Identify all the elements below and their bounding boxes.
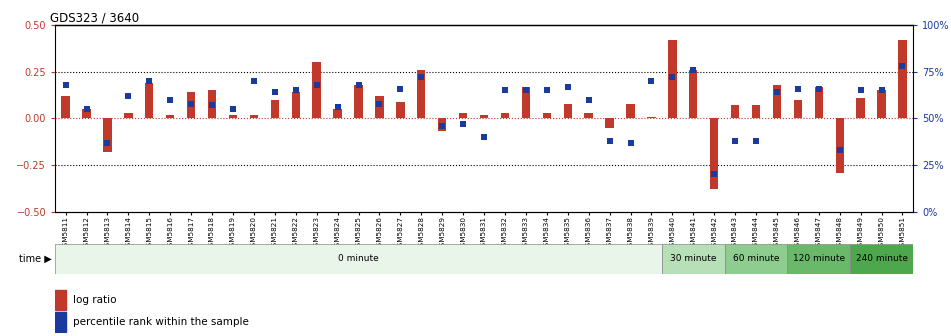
- Bar: [689, 70, 697, 119]
- Bar: [710, 119, 718, 189]
- Point: [393, 86, 408, 91]
- Bar: [794, 100, 802, 119]
- Point: [246, 79, 262, 84]
- Bar: [606, 119, 613, 128]
- Bar: [480, 115, 488, 119]
- Bar: [292, 92, 300, 119]
- Point: [539, 88, 554, 93]
- Point: [748, 138, 764, 143]
- Bar: [752, 106, 760, 119]
- Text: GDS323 / 3640: GDS323 / 3640: [50, 12, 140, 25]
- Point: [853, 88, 868, 93]
- Point: [288, 88, 303, 93]
- Point: [414, 75, 429, 80]
- Bar: [166, 115, 174, 119]
- Bar: [899, 40, 906, 119]
- Point: [832, 148, 847, 153]
- Bar: [146, 83, 153, 119]
- Point: [372, 101, 387, 106]
- Point: [895, 64, 910, 69]
- Text: time ▶: time ▶: [19, 254, 51, 264]
- Bar: [836, 119, 844, 172]
- Bar: [850, 244, 913, 274]
- Point: [309, 82, 324, 88]
- Point: [602, 138, 617, 143]
- Text: log ratio: log ratio: [73, 295, 117, 305]
- Text: 30 minute: 30 minute: [670, 254, 716, 263]
- Bar: [815, 87, 823, 119]
- Text: 240 minute: 240 minute: [856, 254, 907, 263]
- Bar: [725, 244, 787, 274]
- Bar: [83, 109, 90, 119]
- Bar: [501, 113, 509, 119]
- Point: [769, 90, 785, 95]
- Point: [204, 103, 220, 108]
- Point: [100, 140, 115, 145]
- Point: [644, 79, 659, 84]
- Bar: [662, 244, 725, 274]
- Point: [435, 123, 450, 129]
- Point: [518, 88, 534, 93]
- Bar: [878, 90, 885, 119]
- Bar: [376, 96, 383, 119]
- Bar: [627, 103, 634, 119]
- Bar: [397, 102, 404, 119]
- Bar: [522, 87, 530, 119]
- Point: [184, 101, 199, 106]
- Point: [330, 104, 345, 110]
- Point: [707, 172, 722, 177]
- Point: [225, 107, 241, 112]
- Point: [142, 79, 157, 84]
- Point: [351, 82, 366, 88]
- Text: 120 minute: 120 minute: [793, 254, 844, 263]
- Bar: [585, 113, 592, 119]
- Bar: [857, 98, 864, 119]
- Bar: [62, 96, 69, 119]
- Bar: [271, 100, 279, 119]
- Point: [728, 138, 743, 143]
- Bar: [731, 106, 739, 119]
- Text: 60 minute: 60 minute: [733, 254, 779, 263]
- Bar: [564, 103, 572, 119]
- Point: [497, 88, 513, 93]
- Point: [79, 107, 94, 112]
- Bar: [648, 117, 655, 119]
- Point: [686, 67, 701, 73]
- Bar: [459, 113, 467, 119]
- Bar: [355, 85, 362, 119]
- Text: percentile rank within the sample: percentile rank within the sample: [73, 317, 249, 327]
- Bar: [208, 90, 216, 119]
- Bar: [229, 115, 237, 119]
- Bar: [104, 119, 111, 152]
- Bar: [543, 113, 551, 119]
- Point: [121, 93, 136, 99]
- Point: [874, 88, 889, 93]
- Bar: [125, 113, 132, 119]
- Bar: [417, 70, 425, 119]
- Bar: [55, 244, 662, 274]
- Point: [790, 86, 805, 91]
- Point: [581, 97, 596, 102]
- Point: [476, 134, 492, 140]
- Bar: [438, 119, 446, 131]
- Bar: [250, 115, 258, 119]
- Point: [811, 86, 826, 91]
- Bar: [773, 85, 781, 119]
- Point: [560, 84, 575, 89]
- Bar: [787, 244, 850, 274]
- Point: [623, 140, 638, 145]
- Text: 0 minute: 0 minute: [339, 254, 378, 263]
- Point: [456, 121, 471, 127]
- Bar: [55, 290, 67, 310]
- Point: [58, 82, 73, 88]
- Point: [267, 90, 282, 95]
- Bar: [334, 109, 341, 119]
- Bar: [669, 40, 676, 119]
- Bar: [313, 62, 320, 119]
- Bar: [187, 92, 195, 119]
- Point: [163, 97, 178, 102]
- Bar: [55, 312, 67, 332]
- Point: [665, 75, 680, 80]
